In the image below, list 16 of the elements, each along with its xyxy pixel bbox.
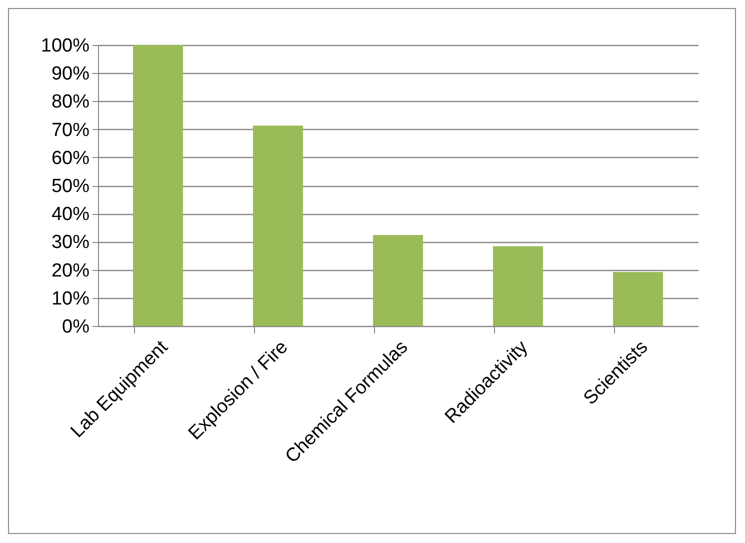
y-tick-label: 40% [51, 204, 90, 226]
bar [373, 234, 423, 326]
bar [613, 272, 663, 326]
bar [133, 45, 183, 326]
y-tick-label: 100% [40, 36, 90, 56]
bar [253, 126, 303, 326]
y-tick-label: 30% [51, 232, 90, 254]
y-tick-label: 50% [51, 176, 90, 197]
y-tick-label: 10% [51, 288, 90, 310]
y-tick-label: 90% [51, 64, 90, 85]
bar [493, 246, 543, 326]
y-tick-label: 60% [51, 148, 90, 169]
y-tick-label: 0% [62, 316, 90, 338]
y-tick-label: 70% [51, 120, 90, 141]
y-tick-label: 20% [51, 260, 90, 282]
y-tick-label: 80% [51, 92, 90, 113]
